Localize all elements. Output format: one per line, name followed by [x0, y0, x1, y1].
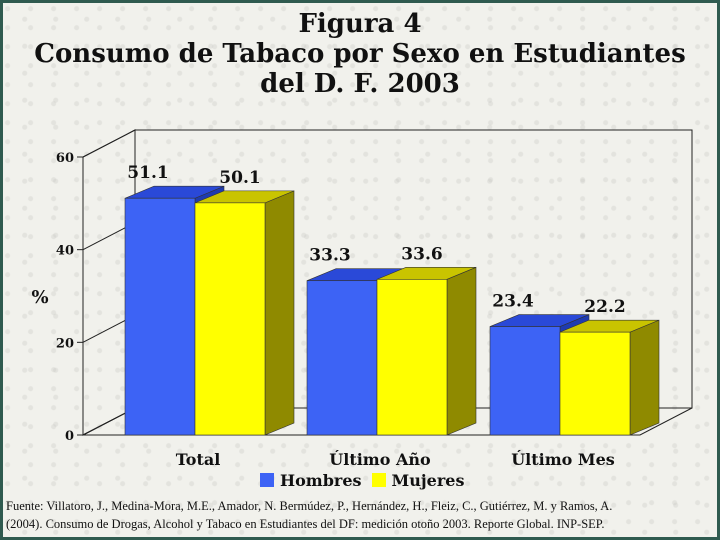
x-tick-label-0: Total [176, 450, 221, 469]
title-line-2: Consumo de Tabaco por Sexo en Estudiante… [34, 39, 686, 69]
bar-mujeres-2 [559, 331, 631, 436]
chart-title: Figura 4 Consumo de Tabaco por Sexo en E… [3, 9, 717, 99]
y-tick-depth [82, 129, 136, 158]
bar-mujeres-1 [376, 279, 448, 436]
bar-side-1-0 [264, 190, 295, 436]
data-label-0-2: 23.4 [492, 292, 534, 312]
legend-item-mujeres: Mujeres [371, 470, 465, 490]
data-label-1-2: 22.2 [584, 297, 625, 317]
bar-chart: 0 20 40 60% 51.1 50.1 Total 33.3 33.6 Último Año 2… [31, 129, 693, 469]
y-tick-label: 0 [65, 429, 74, 444]
y-tick-label: 40 [56, 244, 74, 259]
data-label-1-1: 33.6 [401, 244, 442, 264]
bar-side-1-1 [446, 266, 477, 436]
bar-mujeres-0 [194, 202, 266, 436]
bar-hombres-2 [489, 326, 561, 436]
legend-label-hombres: Hombres [280, 470, 362, 490]
title-line-3: del D. F. 2003 [260, 69, 460, 99]
bar-hombres-1 [306, 280, 378, 436]
bar-side-1-2 [629, 319, 660, 436]
y-axis-label: % [31, 287, 48, 308]
y-tick-label: 60 [56, 151, 74, 166]
x-tick-label-2: Último Mes [511, 449, 615, 469]
x-tick-label-1: Último Año [329, 449, 431, 469]
legend-swatch-hombres [260, 473, 274, 487]
legend-label-mujeres: Mujeres [391, 470, 465, 490]
bar-hombres-0 [124, 197, 196, 436]
legend: Hombres Mujeres [260, 470, 474, 490]
data-label-0-0: 51.1 [127, 163, 168, 183]
source-note: Fuente: Villatoro, J., Medina-Mora, M.E.… [6, 497, 706, 533]
y-tick-label: 20 [56, 336, 74, 351]
data-label-1-0: 50.1 [219, 168, 260, 188]
data-label-0-1: 33.3 [309, 246, 350, 266]
slide: Figura 4 Consumo de Tabaco por Sexo en E… [3, 3, 717, 537]
legend-item-hombres: Hombres [260, 471, 362, 490]
title-line-1: Figura 4 [298, 9, 422, 39]
legend-swatch-mujeres [371, 473, 386, 487]
source-line-2: (2004). Consumo de Drogas, Alcohol y Tab… [6, 517, 605, 531]
source-line-1: Fuente: Villatoro, J., Medina-Mora, M.E.… [6, 499, 613, 513]
